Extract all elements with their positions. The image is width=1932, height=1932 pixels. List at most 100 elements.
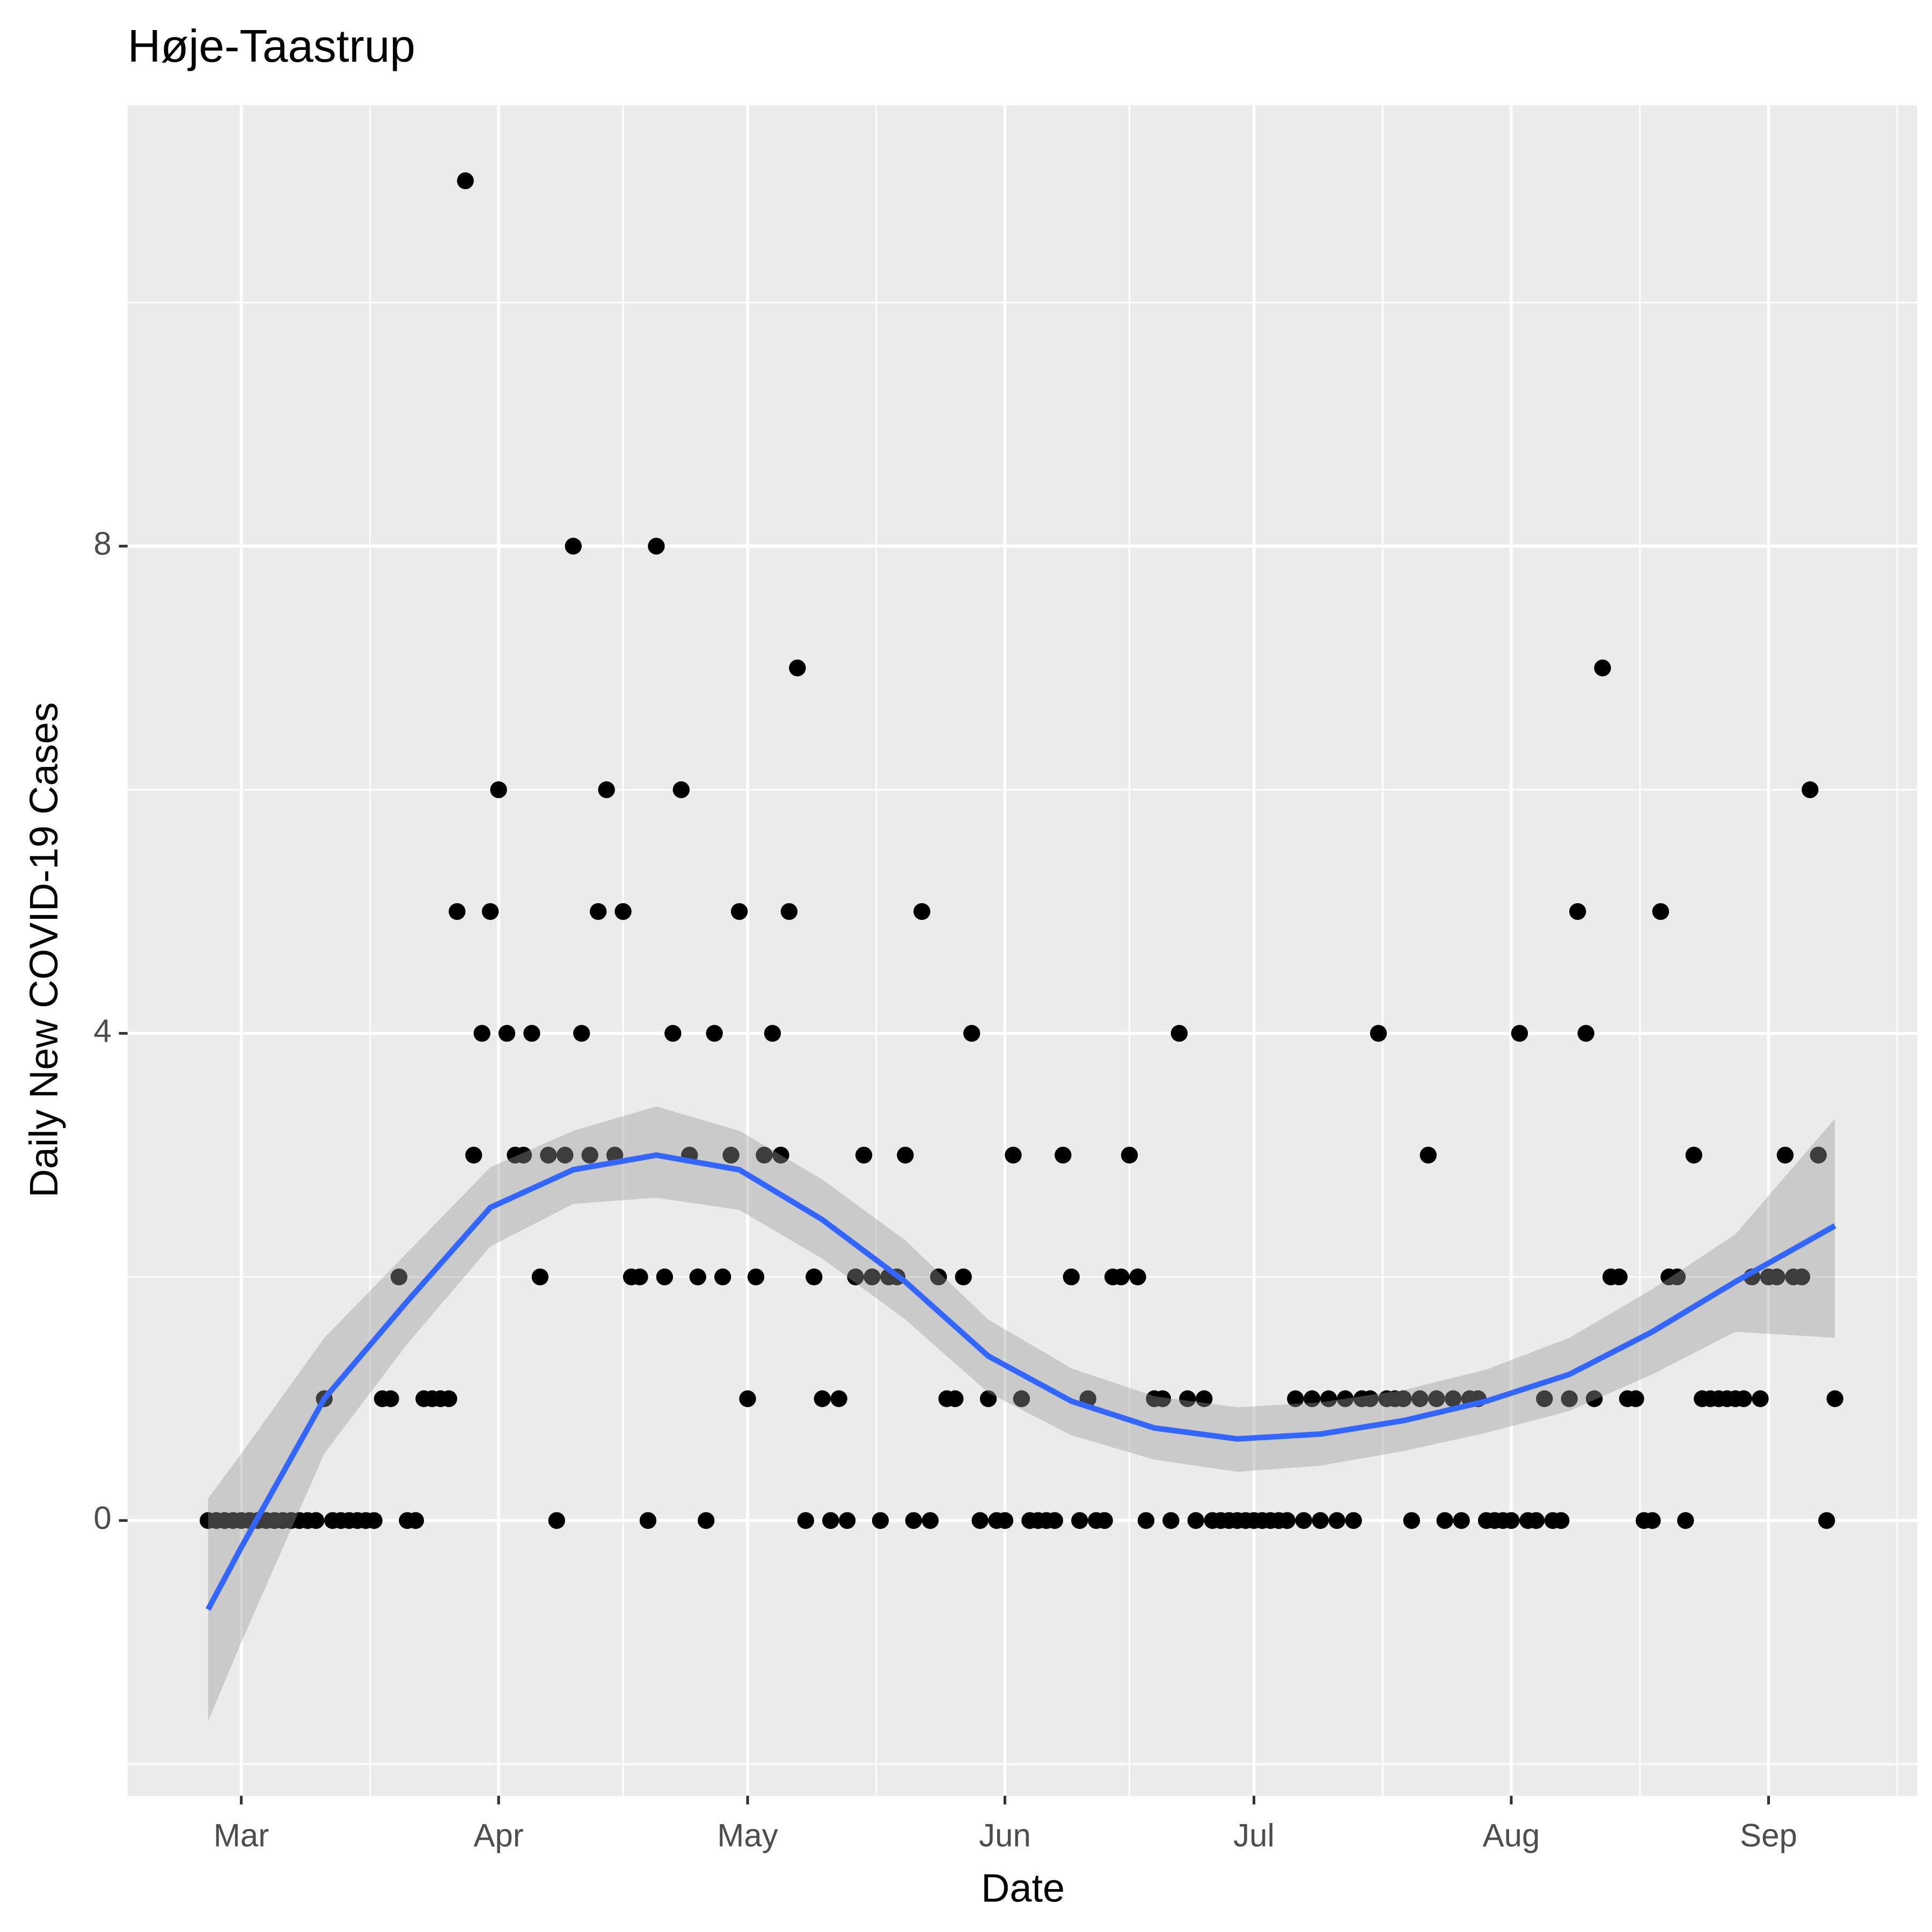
point	[490, 781, 507, 799]
point	[1553, 1512, 1570, 1529]
point	[1818, 1512, 1835, 1529]
point	[656, 1268, 674, 1286]
point	[664, 1024, 682, 1042]
point	[1063, 1268, 1080, 1286]
point	[1113, 1268, 1130, 1286]
point	[1129, 1268, 1146, 1286]
x-tick-label: Jun	[979, 1817, 1031, 1853]
point	[913, 903, 931, 920]
point	[1196, 1390, 1213, 1408]
point	[1287, 1390, 1304, 1408]
point	[797, 1512, 815, 1529]
point	[1826, 1390, 1843, 1408]
point	[1336, 1390, 1354, 1408]
point	[308, 1512, 325, 1529]
point	[440, 1390, 457, 1408]
point	[1802, 781, 1819, 799]
point	[905, 1512, 923, 1529]
point	[1046, 1512, 1064, 1529]
point	[1668, 1268, 1686, 1286]
point	[979, 1390, 997, 1408]
point	[847, 1268, 864, 1286]
point	[1536, 1390, 1553, 1408]
point	[1403, 1512, 1421, 1529]
point	[756, 1146, 773, 1164]
point	[1304, 1390, 1321, 1408]
panel	[127, 105, 1918, 1796]
point	[955, 1268, 972, 1286]
point	[806, 1268, 823, 1286]
point	[714, 1268, 731, 1286]
point	[557, 1146, 574, 1164]
point	[1585, 1390, 1603, 1408]
point	[1561, 1390, 1578, 1408]
x-tick-label: Jul	[1233, 1817, 1275, 1853]
point	[1071, 1512, 1088, 1529]
point	[730, 903, 748, 920]
point	[407, 1512, 425, 1529]
point	[1005, 1146, 1022, 1164]
point	[1577, 1024, 1594, 1042]
point	[930, 1268, 947, 1286]
point	[706, 1024, 723, 1042]
point	[365, 1512, 383, 1529]
point	[1395, 1390, 1412, 1408]
point	[897, 1146, 914, 1164]
point	[689, 1268, 706, 1286]
point	[1735, 1390, 1752, 1408]
point	[614, 903, 632, 920]
point	[971, 1512, 989, 1529]
point	[672, 781, 690, 799]
point	[1810, 1146, 1827, 1164]
point	[872, 1512, 889, 1529]
x-tick-label: Sep	[1740, 1817, 1797, 1853]
point	[814, 1390, 831, 1408]
point	[1278, 1512, 1296, 1529]
point	[1096, 1512, 1113, 1529]
y-axis-title: Daily New COVID-19 Cases	[21, 702, 66, 1197]
point	[1295, 1512, 1313, 1529]
marks	[200, 172, 1843, 1722]
point	[1179, 1390, 1196, 1408]
point	[947, 1390, 964, 1408]
point	[565, 538, 582, 555]
point	[1121, 1146, 1138, 1164]
point	[1162, 1512, 1180, 1529]
point	[822, 1512, 839, 1529]
x-tick-label: Mar	[214, 1817, 269, 1853]
point	[1503, 1512, 1520, 1529]
axes: Mar Apr May Jun Jul Aug Sep 0 4 8	[93, 526, 1797, 1854]
point	[1752, 1390, 1769, 1408]
point	[789, 659, 806, 677]
point	[540, 1146, 557, 1164]
point	[1677, 1512, 1694, 1529]
point	[598, 781, 615, 799]
point	[390, 1268, 408, 1286]
confidence-band	[208, 1106, 1835, 1722]
point	[764, 1024, 781, 1042]
point	[648, 538, 665, 555]
point	[639, 1512, 657, 1529]
smooth-line	[206, 1152, 1836, 1611]
point	[1362, 1390, 1379, 1408]
point	[631, 1268, 648, 1286]
point	[449, 903, 466, 920]
point	[1419, 1146, 1437, 1164]
point	[531, 1268, 549, 1286]
x-tick-label: Apr	[473, 1817, 523, 1853]
point	[1154, 1390, 1172, 1408]
point	[1170, 1024, 1188, 1042]
y-tick-label: 4	[93, 1013, 111, 1049]
point	[1768, 1268, 1785, 1286]
point	[573, 1024, 590, 1042]
point	[581, 1146, 598, 1164]
point	[1187, 1512, 1204, 1529]
point	[855, 1146, 873, 1164]
point	[1411, 1390, 1429, 1408]
point	[382, 1390, 399, 1408]
point	[548, 1512, 566, 1529]
point	[747, 1268, 765, 1286]
point	[1320, 1390, 1337, 1408]
point	[1428, 1390, 1445, 1408]
